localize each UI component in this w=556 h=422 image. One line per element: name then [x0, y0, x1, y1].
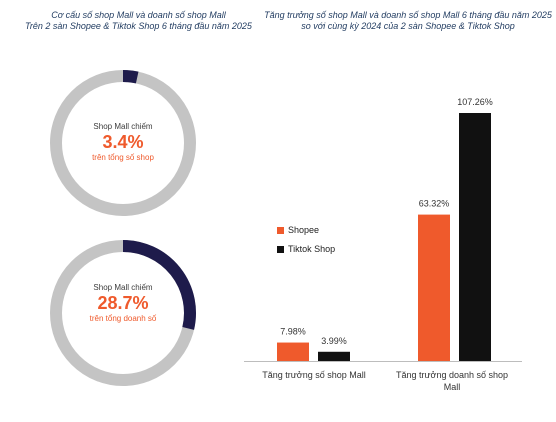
bar-tiktok-1	[318, 351, 350, 361]
donut-1-center: Shop Mall chiếm 3.4% trên tổng số shop	[73, 122, 173, 162]
data-label-shopee-2: 63.32%	[419, 199, 450, 209]
data-label-tiktok-2: 107.26%	[457, 97, 493, 107]
donut-1-sub: trên tổng số shop	[92, 153, 154, 162]
data-label-shopee-1: 7.98%	[280, 327, 306, 337]
bar-shopee-1	[277, 342, 309, 361]
right-title-line-1: Tăng trưởng số shop Mall và doanh số sho…	[264, 10, 552, 20]
data-label-tiktok-1: 3.99%	[321, 336, 347, 346]
donut-2-percent: 28.7%	[97, 293, 149, 313]
legend-swatch-tiktok	[277, 245, 284, 253]
bar-shopee-2	[418, 214, 450, 361]
legend-item-shopee: Shopee	[277, 225, 319, 235]
right-title-line-2: so với cùng kỳ 2024 của 2 sàn Shopee & T…	[301, 21, 515, 31]
donut-1-percent: 3.4%	[102, 132, 144, 152]
left-chart-title: Cơ cấu số shop Mall và doanh số shop Mal…	[0, 10, 277, 32]
legend-label-shopee: Shopee	[288, 225, 320, 235]
donut-2-sub: trên tổng doanh số	[89, 314, 157, 323]
donut-2-label: Shop Mall chiếm	[93, 283, 153, 292]
donut-2-slice	[122, 240, 196, 330]
legend-item-tiktok: Tiktok Shop	[277, 244, 335, 254]
donut-1-label: Shop Mall chiếm	[93, 122, 153, 131]
donut-2-center: Shop Mall chiếm 28.7% trên tổng doanh số	[70, 283, 176, 323]
bar-tiktok-2	[459, 113, 491, 361]
left-title-line-1: Cơ cấu số shop Mall và doanh số shop Mal…	[51, 10, 226, 20]
legend-label-tiktok: Tiktok Shop	[288, 244, 336, 254]
donut-1-slice	[122, 70, 139, 84]
category-label-2: Tăng trưởng doanh số shop Mall	[396, 370, 508, 392]
right-chart-title: Tăng trưởng số shop Mall và doanh số sho…	[260, 10, 556, 32]
legend-swatch-shopee	[277, 226, 284, 234]
category-label-1: Tăng trưởng số shop Mall	[262, 370, 366, 380]
left-title-line-2: Trên 2 sàn Shopee & Tiktok Shop 6 tháng …	[25, 21, 252, 31]
